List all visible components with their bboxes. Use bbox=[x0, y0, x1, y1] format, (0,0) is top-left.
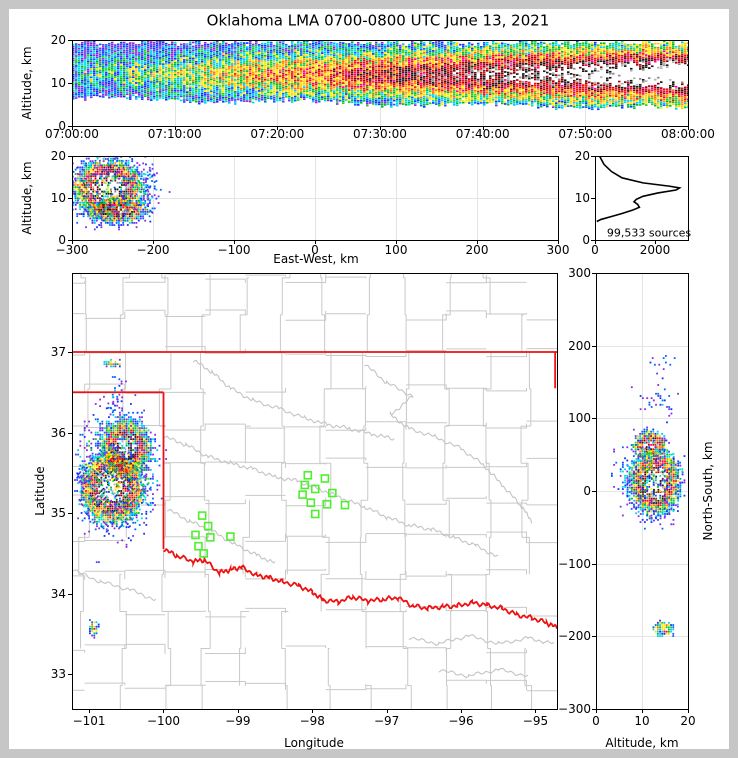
tick-label: 07:10:00 bbox=[147, 127, 202, 141]
tick-label: 0 bbox=[583, 484, 591, 498]
map-ylabel: Latitude bbox=[33, 466, 47, 516]
tick-label: 07:40:00 bbox=[455, 127, 510, 141]
panel-plan-view-map[interactable] bbox=[72, 273, 557, 709]
figure-title: Oklahoma LMA 0700-0800 UTC June 13, 2021 bbox=[206, 11, 550, 30]
panel-altitude-histogram[interactable] bbox=[595, 156, 688, 240]
tick-label: −300 bbox=[558, 702, 591, 716]
tick-label: 20 bbox=[680, 714, 696, 728]
tick-label: 10 bbox=[50, 76, 66, 90]
tick-label: 10 bbox=[634, 714, 650, 728]
tick-label: 0 bbox=[592, 714, 600, 728]
east-west-ylabel: Altitude, km bbox=[20, 161, 34, 235]
tick-label: 07:20:00 bbox=[250, 127, 305, 141]
north-south-xlabel: Altitude, km bbox=[605, 736, 679, 750]
tick-label: −200 bbox=[558, 629, 591, 644]
tick-label: 20 bbox=[50, 149, 66, 163]
tick-label: 0 bbox=[58, 233, 66, 247]
tick-label: −101 bbox=[72, 714, 106, 728]
tick-label: −100 bbox=[147, 714, 180, 728]
tick-label: 0 bbox=[582, 233, 590, 247]
tick-label: −95 bbox=[522, 714, 549, 728]
tick-label: 10 bbox=[574, 191, 590, 205]
tick-label: 36 bbox=[50, 425, 66, 440]
tick-label: −98 bbox=[299, 714, 325, 728]
tick-label: 34 bbox=[50, 586, 66, 601]
tick-label: −300 bbox=[55, 243, 89, 257]
tick-label: 33 bbox=[50, 667, 66, 682]
tick-label: 200 bbox=[568, 338, 591, 353]
tick-label: 07:50:00 bbox=[558, 127, 613, 141]
north-south-right-label: North-South, km bbox=[701, 441, 715, 541]
tick-label: 0 bbox=[591, 243, 599, 257]
tick-label: 0 bbox=[58, 119, 66, 133]
tick-label: −200 bbox=[136, 243, 170, 257]
tick-label: 300 bbox=[568, 266, 591, 280]
tick-label: 0 bbox=[311, 243, 319, 257]
tick-label: −99 bbox=[225, 714, 251, 728]
source-count-annotation: 99,533 sources bbox=[606, 226, 692, 240]
tick-label: 10 bbox=[50, 191, 66, 205]
tick-label: 07:00:00 bbox=[45, 127, 99, 141]
tick-label: 100 bbox=[384, 243, 408, 257]
tick-label: 300 bbox=[546, 243, 570, 257]
map-xlabel: Longitude bbox=[284, 736, 344, 750]
panel-east-west-altitude[interactable] bbox=[72, 156, 558, 240]
tick-label: 20 bbox=[50, 33, 66, 47]
tick-label: 200 bbox=[465, 243, 489, 257]
panel-time-height[interactable] bbox=[72, 40, 688, 126]
tick-label: 35 bbox=[50, 506, 66, 521]
time-height-ylabel: Altitude, km bbox=[20, 46, 34, 120]
tick-label: 07:30:00 bbox=[353, 127, 407, 141]
tick-label: 100 bbox=[568, 411, 591, 426]
tick-label: −97 bbox=[373, 714, 400, 728]
tick-label: 08:00:00 bbox=[661, 127, 715, 141]
tick-label: −100 bbox=[217, 243, 251, 257]
tick-label: 20 bbox=[574, 149, 590, 163]
east-west-xlabel: East-West, km bbox=[273, 252, 359, 266]
panel-north-south-altitude[interactable] bbox=[596, 273, 688, 709]
tick-label: −100 bbox=[558, 556, 591, 571]
tick-label: 2000 bbox=[639, 243, 671, 257]
tick-label: −96 bbox=[448, 714, 474, 728]
tick-label: 37 bbox=[50, 344, 66, 359]
